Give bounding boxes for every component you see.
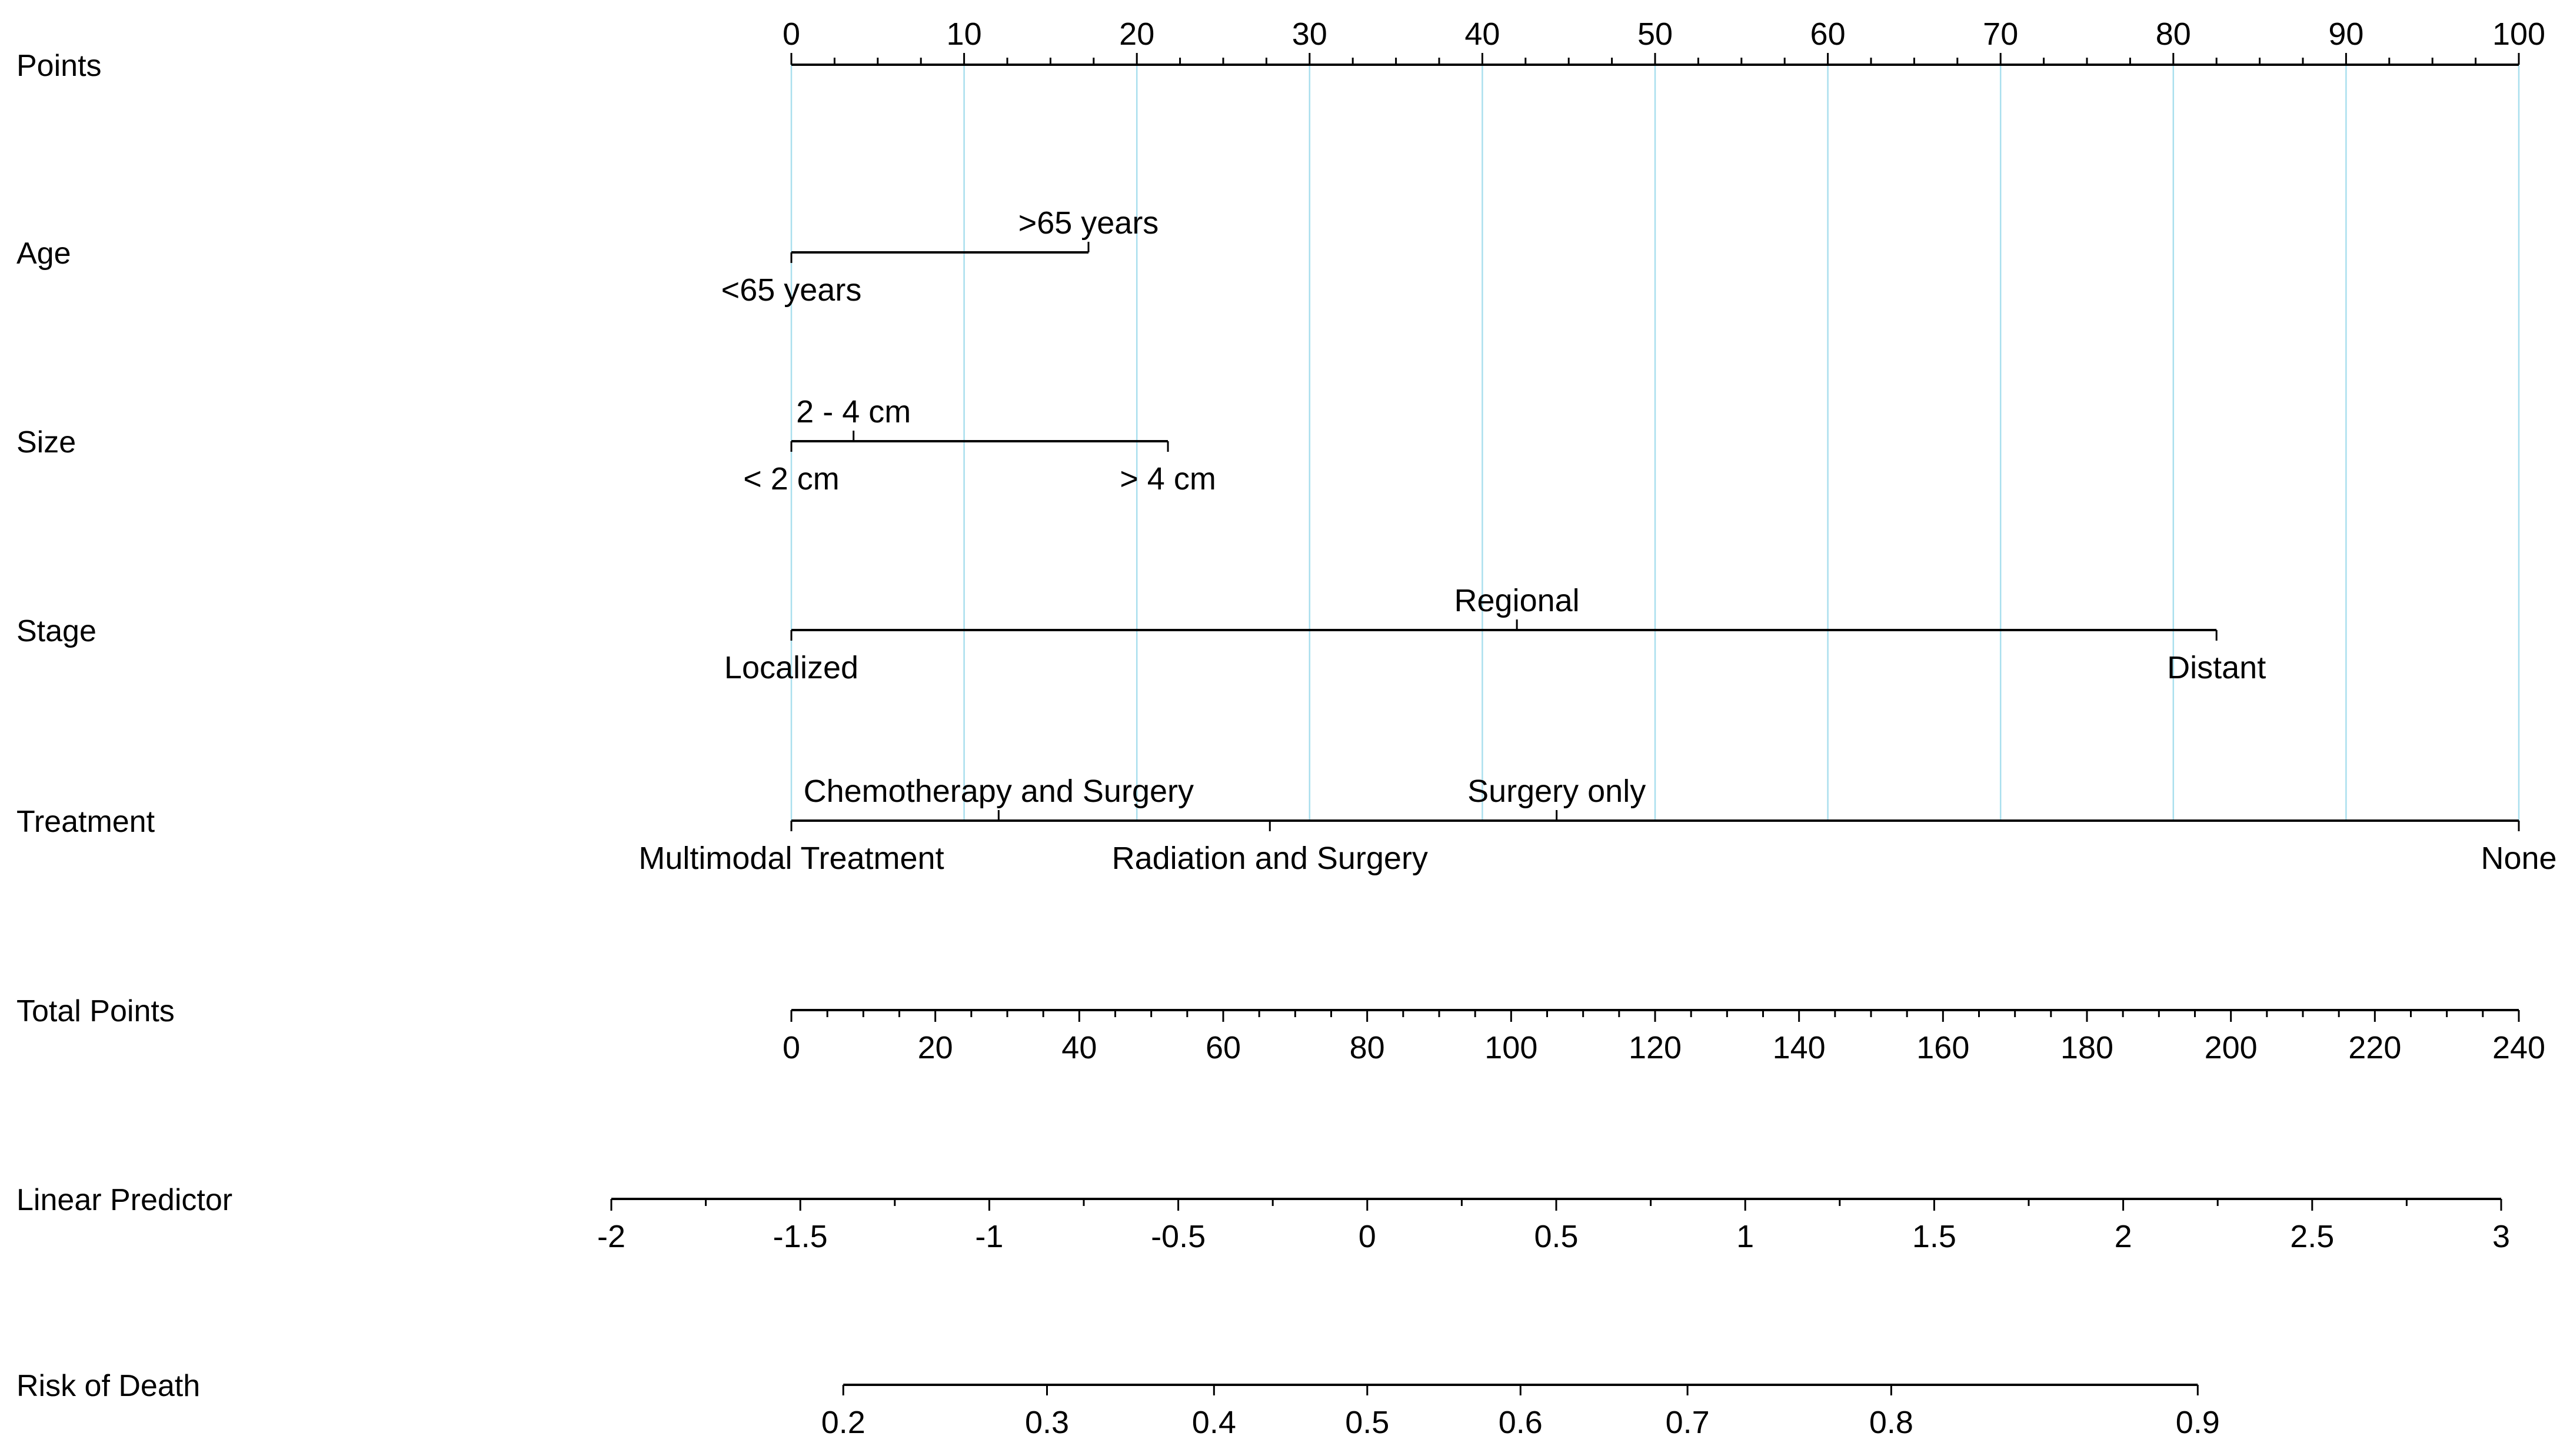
tick-label: 0 bbox=[783, 1030, 800, 1065]
tick-label: -2 bbox=[597, 1219, 625, 1254]
category-label: Multimodal Treatment bbox=[638, 841, 944, 876]
row-label-stage: Stage bbox=[16, 614, 96, 648]
tick-label: 120 bbox=[1629, 1030, 1682, 1065]
category-label: <65 years bbox=[721, 272, 862, 308]
tick-label: 20 bbox=[1119, 16, 1154, 52]
tick-label: 60 bbox=[1206, 1030, 1241, 1065]
tick-label: 50 bbox=[1637, 16, 1673, 52]
tick-label: 140 bbox=[1773, 1030, 1826, 1065]
tick-label: 70 bbox=[1983, 16, 2018, 52]
tick-label: 0.3 bbox=[1025, 1405, 1069, 1440]
tick-label: 40 bbox=[1464, 16, 1500, 52]
tick-label: -0.5 bbox=[1151, 1219, 1206, 1254]
tick-label: 100 bbox=[2492, 16, 2545, 52]
tick-label: 0.6 bbox=[1499, 1405, 1543, 1440]
tick-label: 80 bbox=[2156, 16, 2191, 52]
tick-label: 200 bbox=[2205, 1030, 2258, 1065]
category-label: Surgery only bbox=[1467, 774, 1646, 809]
row-risk_of_death: Risk of Death 0.2 0.3 0.4 0.5 0.6 0.7 0.8 0.9 bbox=[16, 1369, 2220, 1440]
tick-label: 30 bbox=[1292, 16, 1327, 52]
row-label-linear_predictor: Linear Predictor bbox=[16, 1183, 232, 1217]
tick-label: 220 bbox=[2348, 1030, 2401, 1065]
tick-label: 180 bbox=[2060, 1030, 2113, 1065]
row-label-risk_of_death: Risk of Death bbox=[16, 1369, 200, 1403]
tick-label: 2.5 bbox=[2290, 1219, 2334, 1254]
category-label: Regional bbox=[1454, 583, 1580, 618]
row-label-points: Points bbox=[16, 49, 102, 83]
tick-label: 3 bbox=[2492, 1219, 2510, 1254]
category-label: None bbox=[2481, 841, 2556, 876]
category-label: > 4 cm bbox=[1120, 461, 1216, 497]
category-label: 2 - 4 cm bbox=[796, 394, 911, 429]
row-label-size: Size bbox=[16, 425, 76, 459]
category-label: < 2 cm bbox=[743, 461, 840, 497]
tick-label: 90 bbox=[2328, 16, 2363, 52]
tick-label: 100 bbox=[1484, 1030, 1537, 1065]
tick-label: 0.7 bbox=[1666, 1405, 1710, 1440]
category-label: Distant bbox=[2167, 650, 2266, 685]
row-age: Age <65 years >65 years bbox=[16, 205, 1159, 308]
row-stage: Stage Localized Regional Distant bbox=[16, 583, 2266, 685]
category-label: Chemotherapy and Surgery bbox=[804, 774, 1194, 809]
row-label-total_points: Total Points bbox=[16, 994, 175, 1028]
tick-label: 0.9 bbox=[2176, 1405, 2220, 1440]
point-gridlines bbox=[790, 65, 2520, 821]
tick-label: 0.2 bbox=[821, 1405, 865, 1440]
row-linear_predictor: Linear Predictor -2 -1.5 -1 -0.5 0 0.5 1 1.5 2 2.5… bbox=[16, 1183, 2510, 1254]
tick-label: 0 bbox=[783, 16, 800, 52]
category-label: Radiation and Surgery bbox=[1112, 841, 1428, 876]
tick-label: 0.8 bbox=[1869, 1405, 1913, 1440]
tick-label: 0.5 bbox=[1345, 1405, 1389, 1440]
row-size: Size < 2 cm 2 - 4 cm > 4 cm bbox=[16, 394, 1216, 497]
row-label-age: Age bbox=[16, 236, 71, 271]
tick-label: 240 bbox=[2492, 1030, 2545, 1065]
tick-label: 1.5 bbox=[1912, 1219, 1956, 1254]
tick-label: 20 bbox=[918, 1030, 953, 1065]
tick-label: -1 bbox=[975, 1219, 1003, 1254]
tick-label: 0.4 bbox=[1192, 1405, 1236, 1440]
tick-label: 160 bbox=[1916, 1030, 1969, 1065]
tick-label: 10 bbox=[947, 16, 982, 52]
category-label: >65 years bbox=[1018, 205, 1159, 241]
tick-label: 2 bbox=[2115, 1219, 2132, 1254]
tick-label: 80 bbox=[1350, 1030, 1385, 1065]
row-label-treatment: Treatment bbox=[16, 805, 155, 839]
row-points: Points 0 10 20 30 40 50 60 70 80 90 100 bbox=[16, 16, 2545, 83]
row-treatment: Treatment Multimodal Treatment Chemotherap… bbox=[16, 774, 2557, 876]
tick-label: 1 bbox=[1736, 1219, 1754, 1254]
tick-label: 0 bbox=[1359, 1219, 1376, 1254]
tick-label: 60 bbox=[1810, 16, 1846, 52]
tick-label: 40 bbox=[1061, 1030, 1097, 1065]
tick-label: 0.5 bbox=[1534, 1219, 1578, 1254]
row-total_points: Total Points 0 20 40 60 80 100 120 140 160 180 200 2… bbox=[16, 994, 2545, 1065]
tick-label: -1.5 bbox=[773, 1219, 828, 1254]
category-label: Localized bbox=[724, 650, 858, 685]
